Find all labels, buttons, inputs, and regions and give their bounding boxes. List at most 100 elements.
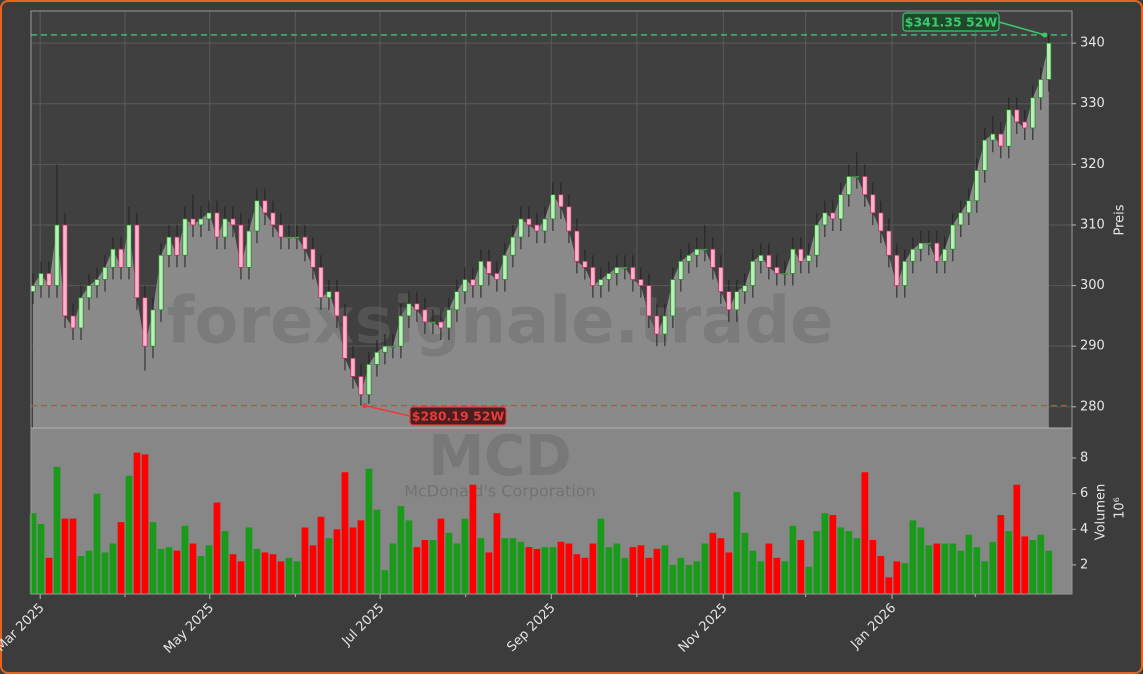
volume-bar: [861, 472, 869, 594]
volume-bar: [765, 543, 773, 594]
volume-bar: [397, 506, 405, 594]
volume-bar: [781, 561, 789, 594]
volume-bar: [821, 513, 829, 594]
y-tick-label: 290: [1080, 339, 1105, 354]
volume-bar: [645, 557, 653, 594]
volume-bar: [461, 518, 469, 594]
candle-body: [166, 236, 172, 256]
volume-axis-label: Volumen: [1094, 484, 1109, 541]
candle-body: [1038, 79, 1044, 99]
volume-bar: [301, 527, 309, 594]
candle-body: [206, 212, 212, 220]
candle-body: [1022, 121, 1028, 129]
candle-body: [574, 230, 580, 262]
volume-bar: [237, 561, 245, 594]
volume-bar: [349, 527, 357, 594]
y-tick-label: 340: [1080, 36, 1105, 51]
candle-body: [590, 266, 596, 286]
candle-body: [174, 236, 180, 256]
volume-bar: [565, 543, 573, 594]
candle-body: [374, 351, 380, 365]
volume-bar: [477, 538, 485, 594]
candle-body: [262, 200, 268, 214]
volume-bar: [437, 518, 445, 594]
volume-bar: [517, 541, 525, 594]
volume-bar: [245, 527, 253, 594]
candle-body: [958, 212, 964, 226]
candle-body: [126, 224, 132, 268]
candle-body: [326, 291, 332, 299]
volume-bar: [189, 543, 197, 594]
candle-body: [790, 248, 796, 274]
volume-bar: [1045, 550, 1053, 594]
volume-bar: [357, 520, 365, 594]
candle-body: [534, 224, 540, 232]
volume-bar: [733, 491, 741, 594]
volume-bar: [1021, 536, 1029, 594]
candle-body: [110, 248, 116, 268]
candle-body: [486, 260, 492, 274]
candle-body: [302, 236, 308, 250]
x-tick-label: May 2025: [161, 601, 217, 657]
volume-bar: [909, 520, 917, 594]
candle-body: [766, 254, 772, 268]
candle-body: [798, 248, 804, 262]
volume-bar: [1013, 484, 1021, 594]
candle-body: [342, 315, 348, 359]
volume-bar: [797, 539, 805, 594]
candle-body: [966, 200, 972, 214]
volume-bar: [205, 545, 213, 594]
volume-bar: [29, 513, 37, 594]
candle-body: [366, 363, 372, 396]
volume-bar: [549, 547, 557, 594]
volume-bar: [149, 522, 157, 594]
candle-body: [910, 248, 916, 262]
volume-bar: [293, 561, 301, 594]
candle-body: [94, 279, 100, 286]
candle-body: [238, 224, 244, 268]
volume-bar: [109, 543, 117, 594]
volume-bar: [101, 552, 109, 594]
volume-bar: [757, 561, 765, 594]
candle-body: [1046, 42, 1052, 80]
volume-bar: [69, 518, 77, 594]
y2-tick-label: 8: [1080, 450, 1088, 465]
volume-bar: [837, 527, 845, 594]
low-annotation-arrow: [364, 404, 411, 417]
volume-bar: [605, 547, 613, 594]
candle-body: [390, 345, 396, 348]
high-annotation-text: $341.35 52W: [905, 15, 998, 30]
volume-bar: [445, 532, 453, 594]
candle-body: [318, 266, 324, 299]
candle-body: [270, 212, 276, 226]
candle-body: [694, 248, 700, 256]
area-layer: [32, 43, 1049, 429]
candle-body: [598, 279, 604, 286]
candle-body: [662, 315, 668, 335]
volume-bar: [373, 509, 381, 594]
volume-bar: [653, 548, 661, 594]
candle-body: [550, 194, 556, 220]
volume-bar: [573, 554, 581, 594]
candle-body: [814, 224, 820, 256]
volume-bar: [701, 543, 709, 594]
volume-bar: [957, 550, 965, 594]
volume-bar: [949, 543, 957, 594]
x-tick-label: Jan 2026: [848, 601, 900, 653]
volume-bar: [805, 566, 813, 594]
volume-bar: [853, 538, 861, 594]
volume-bar: [85, 550, 93, 594]
volume-bar: [53, 466, 61, 594]
volume-bar: [557, 541, 565, 594]
volume-bar: [597, 518, 605, 594]
watermark: forexsignale.trade: [167, 285, 834, 359]
candle-body: [702, 248, 708, 251]
candle-body: [422, 309, 428, 323]
volume-bar: [709, 532, 717, 594]
candle-body: [1014, 109, 1020, 123]
candle-body: [638, 279, 644, 286]
low-annotation-box: [409, 406, 507, 426]
candle-body: [742, 285, 748, 293]
y-tick-label: 330: [1080, 96, 1105, 111]
candle-body: [182, 218, 188, 256]
